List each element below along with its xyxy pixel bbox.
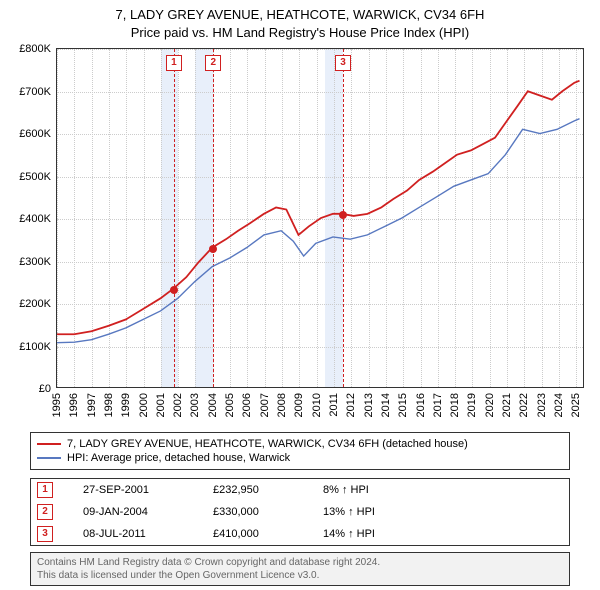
y-axis-label: £800K: [19, 43, 51, 55]
x-axis-label: 2016: [415, 393, 427, 417]
event-delta: 14% ↑ HPI: [323, 528, 563, 540]
event-price: £232,950: [213, 484, 323, 496]
y-axis-label: £100K: [19, 341, 51, 353]
x-axis-label: 2012: [345, 393, 357, 417]
x-axis-label: 2006: [241, 393, 253, 417]
event-row: 2 09-JAN-2004£330,00013% ↑ HPI: [31, 501, 569, 523]
x-axis-label: 2018: [449, 393, 461, 417]
event-row: 1 27-SEP-2001£232,9508% ↑ HPI: [31, 479, 569, 501]
x-axis-label: 1996: [68, 393, 80, 417]
event-date: 09-JAN-2004: [83, 506, 213, 518]
event-price: £410,000: [213, 528, 323, 540]
x-axis-label: 2008: [276, 393, 288, 417]
page: 7, LADY GREY AVENUE, HEATHCOTE, WARWICK,…: [0, 0, 600, 590]
x-axis-label: 1999: [120, 393, 132, 417]
x-axis-label: 2011: [328, 393, 340, 417]
x-axis-label: 2010: [311, 393, 323, 417]
event-date: 08-JUL-2011: [83, 528, 213, 540]
series-hpi: [57, 119, 580, 343]
series-property: [57, 81, 580, 334]
x-axis-label: 2025: [570, 393, 582, 417]
y-axis-label: £300K: [19, 256, 51, 268]
x-axis-label: 2020: [484, 393, 496, 417]
x-axis-label: 2014: [380, 393, 392, 417]
x-axis-label: 2021: [501, 393, 513, 417]
legend-label: HPI: Average price, detached house, Warw…: [67, 452, 290, 464]
y-axis-label: £700K: [19, 86, 51, 98]
x-axis-label: 2000: [138, 393, 150, 417]
x-axis-label: 2003: [189, 393, 201, 417]
x-axis-label: 2017: [432, 393, 444, 417]
x-axis-label: 2002: [172, 393, 184, 417]
chart: £0£100K£200K£300K£400K£500K£600K£700K£80…: [56, 48, 584, 388]
legend-label: 7, LADY GREY AVENUE, HEATHCOTE, WARWICK,…: [67, 438, 468, 450]
event-price: £330,000: [213, 506, 323, 518]
y-axis-label: £500K: [19, 171, 51, 183]
y-axis-label: £200K: [19, 298, 51, 310]
footer-attribution: Contains HM Land Registry data © Crown c…: [30, 552, 570, 586]
x-axis-label: 2019: [466, 393, 478, 417]
x-axis-label: 2005: [224, 393, 236, 417]
legend: 7, LADY GREY AVENUE, HEATHCOTE, WARWICK,…: [30, 432, 570, 470]
title-address: 7, LADY GREY AVENUE, HEATHCOTE, WARWICK,…: [0, 6, 600, 24]
x-axis-label: 1997: [86, 393, 98, 417]
event-number-box: 2: [37, 504, 53, 520]
event-number-box: 1: [37, 482, 53, 498]
legend-swatch: [37, 443, 61, 445]
legend-row: HPI: Average price, detached house, Warw…: [37, 451, 563, 465]
x-axis-label: 2009: [293, 393, 305, 417]
x-axis-label: 2001: [155, 393, 167, 417]
y-axis-label: £0: [39, 383, 51, 395]
y-axis-label: £400K: [19, 213, 51, 225]
event-delta: 13% ↑ HPI: [323, 506, 563, 518]
events-table: 1 27-SEP-2001£232,9508% ↑ HPI 2 09-JAN-2004…: [30, 478, 570, 546]
event-delta: 8% ↑ HPI: [323, 484, 563, 496]
x-axis-label: 1998: [103, 393, 115, 417]
footer-line2: This data is licensed under the Open Gov…: [37, 569, 563, 582]
x-axis-label: 2007: [259, 393, 271, 417]
x-axis-label: 2015: [397, 393, 409, 417]
legend-row: 7, LADY GREY AVENUE, HEATHCOTE, WARWICK,…: [37, 437, 563, 451]
x-axis-label: 1995: [51, 393, 63, 417]
title-subtitle: Price paid vs. HM Land Registry's House …: [0, 24, 600, 42]
legend-swatch: [37, 457, 61, 459]
title-block: 7, LADY GREY AVENUE, HEATHCOTE, WARWICK,…: [0, 0, 600, 41]
event-date: 27-SEP-2001: [83, 484, 213, 496]
y-axis-label: £600K: [19, 128, 51, 140]
x-axis-label: 2004: [207, 393, 219, 417]
event-number-box: 3: [37, 526, 53, 542]
x-axis-label: 2022: [518, 393, 530, 417]
footer-line1: Contains HM Land Registry data © Crown c…: [37, 556, 563, 569]
x-axis-label: 2013: [363, 393, 375, 417]
x-axis-label: 2024: [553, 393, 565, 417]
event-row: 3 08-JUL-2011£410,00014% ↑ HPI: [31, 523, 569, 545]
x-axis-label: 2023: [536, 393, 548, 417]
